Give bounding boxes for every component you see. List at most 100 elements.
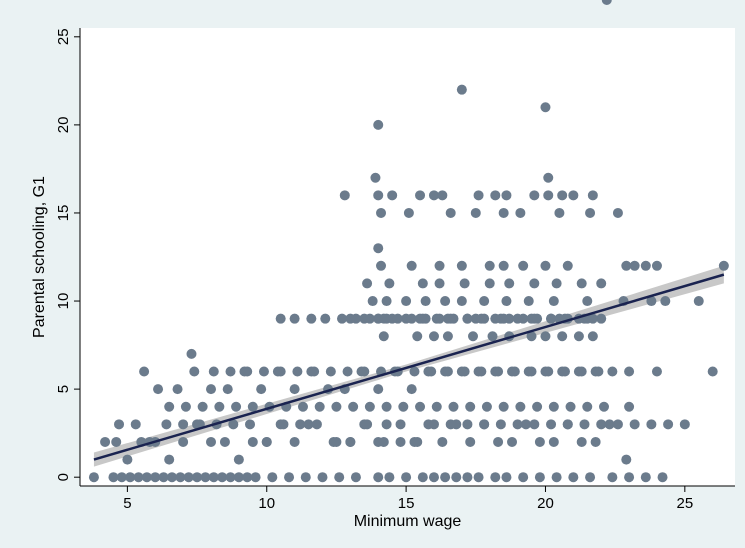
data-point xyxy=(565,401,576,412)
data-point xyxy=(551,278,562,289)
data-point xyxy=(403,207,414,218)
data-point xyxy=(370,172,381,183)
data-point xyxy=(428,190,439,201)
data-point xyxy=(398,401,409,412)
data-point xyxy=(114,419,125,430)
data-point xyxy=(612,419,623,430)
data-point xyxy=(596,313,607,324)
data-point xyxy=(258,366,269,377)
data-point xyxy=(440,296,451,307)
data-point xyxy=(629,419,640,430)
data-point xyxy=(679,419,690,430)
data-point xyxy=(206,384,216,395)
data-point xyxy=(164,401,175,412)
data-point xyxy=(297,401,308,412)
data-point xyxy=(222,384,233,395)
data-point xyxy=(568,472,579,483)
y-tick-label: 5 xyxy=(55,385,72,393)
data-point xyxy=(612,207,623,218)
data-point xyxy=(596,419,607,430)
data-point xyxy=(373,472,384,483)
data-point xyxy=(442,331,453,342)
data-point xyxy=(348,401,359,412)
data-point xyxy=(568,190,579,201)
data-point xyxy=(292,366,303,377)
data-point xyxy=(289,436,300,447)
data-point xyxy=(88,472,99,483)
data-point xyxy=(515,207,526,218)
data-point xyxy=(247,401,258,412)
data-point xyxy=(158,472,169,483)
fit-line-layer xyxy=(93,273,725,461)
data-point xyxy=(532,401,543,412)
data-point xyxy=(409,366,420,377)
data-point xyxy=(543,190,554,201)
data-point xyxy=(490,190,501,201)
data-point xyxy=(587,190,598,201)
data-point xyxy=(462,313,473,324)
data-point xyxy=(515,401,526,412)
x-tick-label: 25 xyxy=(676,495,693,512)
data-point xyxy=(624,401,635,412)
data-point xyxy=(479,419,490,430)
data-point xyxy=(192,472,203,483)
data-point xyxy=(378,313,389,324)
data-point xyxy=(381,419,392,430)
axes-layer: 5 10 15 20 25 0 5 10 15 20 25 xyxy=(55,28,735,512)
data-point xyxy=(100,436,111,447)
y-axis-title: Parental schooling, G1 xyxy=(31,176,48,338)
data-point xyxy=(593,366,604,377)
data-point xyxy=(640,260,651,271)
data-point xyxy=(509,366,520,377)
data-point xyxy=(445,419,456,430)
data-point xyxy=(300,472,311,483)
data-point xyxy=(559,366,570,377)
data-point xyxy=(621,454,632,465)
data-point xyxy=(384,472,395,483)
data-point xyxy=(587,331,598,342)
x-axis-title: Minimum wage xyxy=(354,513,462,530)
data-point xyxy=(303,419,314,430)
data-point xyxy=(373,190,384,201)
data-point xyxy=(376,207,387,218)
data-point xyxy=(295,419,306,430)
data-point xyxy=(217,472,228,483)
data-point xyxy=(428,419,439,430)
data-point xyxy=(646,296,657,307)
data-point xyxy=(459,278,470,289)
data-point xyxy=(420,313,431,324)
data-point xyxy=(317,472,328,483)
data-point xyxy=(392,313,403,324)
data-point xyxy=(125,472,136,483)
data-point xyxy=(387,190,398,201)
data-point xyxy=(604,419,615,430)
data-point xyxy=(420,296,431,307)
data-point xyxy=(540,102,551,113)
data-point xyxy=(401,472,412,483)
data-point xyxy=(437,190,448,201)
data-point xyxy=(197,401,208,412)
data-point xyxy=(320,313,331,324)
data-point xyxy=(576,436,587,447)
data-point xyxy=(465,401,476,412)
data-point xyxy=(445,207,456,218)
data-point xyxy=(245,419,256,430)
data-point xyxy=(554,207,565,218)
data-point xyxy=(442,366,453,377)
data-point xyxy=(233,472,244,483)
y-tick-label: 10 xyxy=(55,293,72,310)
data-point xyxy=(275,313,286,324)
data-point xyxy=(130,419,141,430)
data-point xyxy=(164,454,175,465)
data-point xyxy=(543,366,554,377)
data-point xyxy=(529,419,540,430)
data-point xyxy=(178,436,189,447)
y-tick-label: 20 xyxy=(55,117,72,134)
data-point xyxy=(576,366,587,377)
y-tick-label: 0 xyxy=(55,473,72,481)
data-point xyxy=(493,436,504,447)
data-point xyxy=(707,366,718,377)
data-point xyxy=(562,419,573,430)
data-point xyxy=(431,401,442,412)
